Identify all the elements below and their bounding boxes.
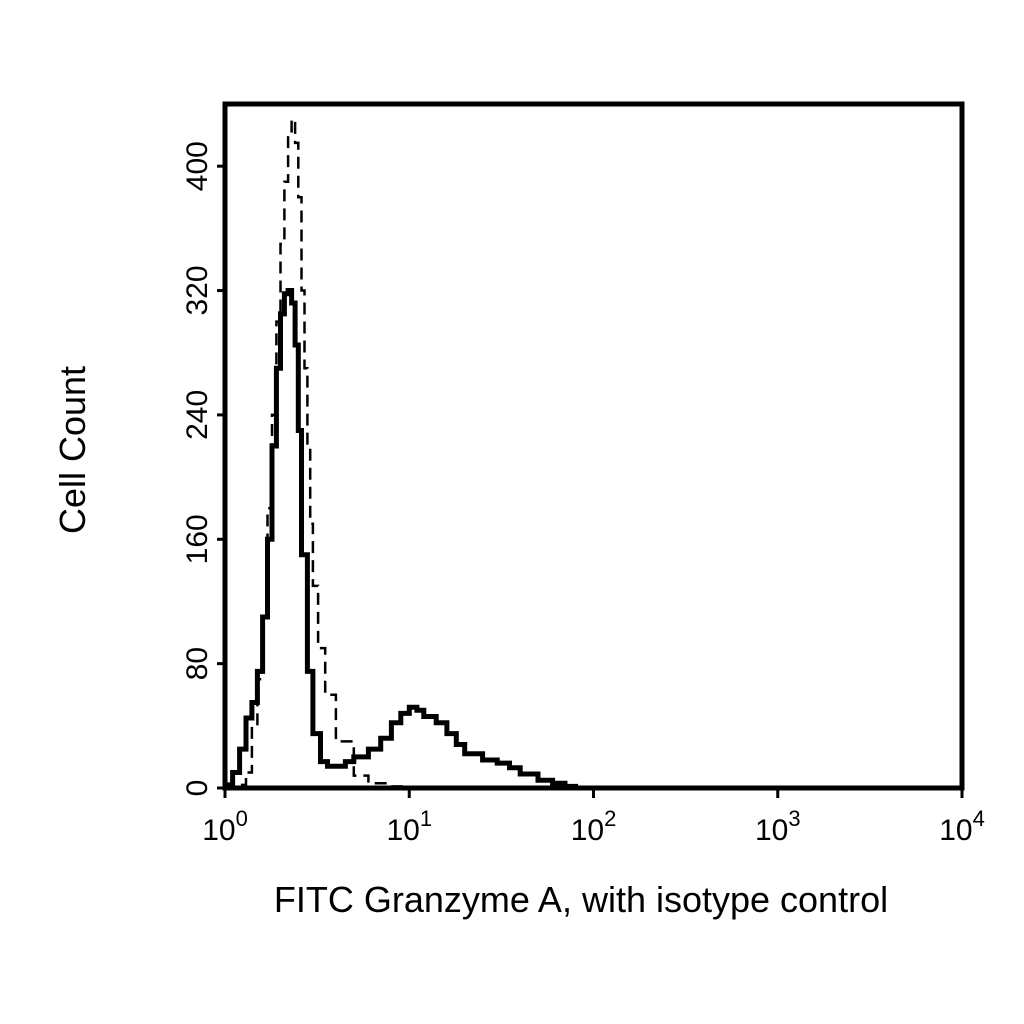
x-tick-label-exponent: 2 [604, 806, 616, 831]
x-tick-label: 100 [202, 806, 248, 847]
y-tick-label: 80 [181, 647, 214, 680]
x-tick-label-exponent: 3 [788, 806, 800, 831]
x-tick-label-exponent: 1 [420, 806, 432, 831]
y-tick-label: 400 [181, 141, 214, 191]
y-tick-label: 240 [181, 390, 214, 440]
x-tick-label: 104 [939, 806, 985, 847]
x-tick-label-base: 10 [755, 814, 788, 847]
x-tick-label-base: 10 [939, 814, 972, 847]
y-axis-title: Cell Count [52, 366, 93, 534]
x-tick-label: 101 [386, 806, 432, 847]
x-tick-label-base: 10 [571, 814, 604, 847]
x-tick-label-exponent: 4 [973, 806, 985, 831]
plot-frame [222, 101, 965, 791]
isotype-control-series-line [225, 118, 465, 790]
x-tick-label: 102 [571, 806, 617, 847]
x-tick-label: 103 [755, 806, 801, 847]
x-axis-title: FITC Granzyme A, with isotype control [274, 879, 888, 920]
y-tick-label: 320 [181, 265, 214, 315]
series-layer [225, 118, 586, 791]
y-tick-label: 160 [181, 514, 214, 564]
y-axis-ticks: 0 80 160 240 320 400 [181, 141, 225, 796]
granzyme-a-series-line [225, 288, 586, 791]
x-tick-label-base: 10 [202, 814, 235, 847]
x-tick-label-base: 10 [386, 814, 419, 847]
x-axis-ticks: 100 101 102 103 104 [202, 788, 985, 847]
y-tick-label: 0 [181, 780, 214, 797]
x-tick-label-exponent: 0 [236, 806, 248, 831]
